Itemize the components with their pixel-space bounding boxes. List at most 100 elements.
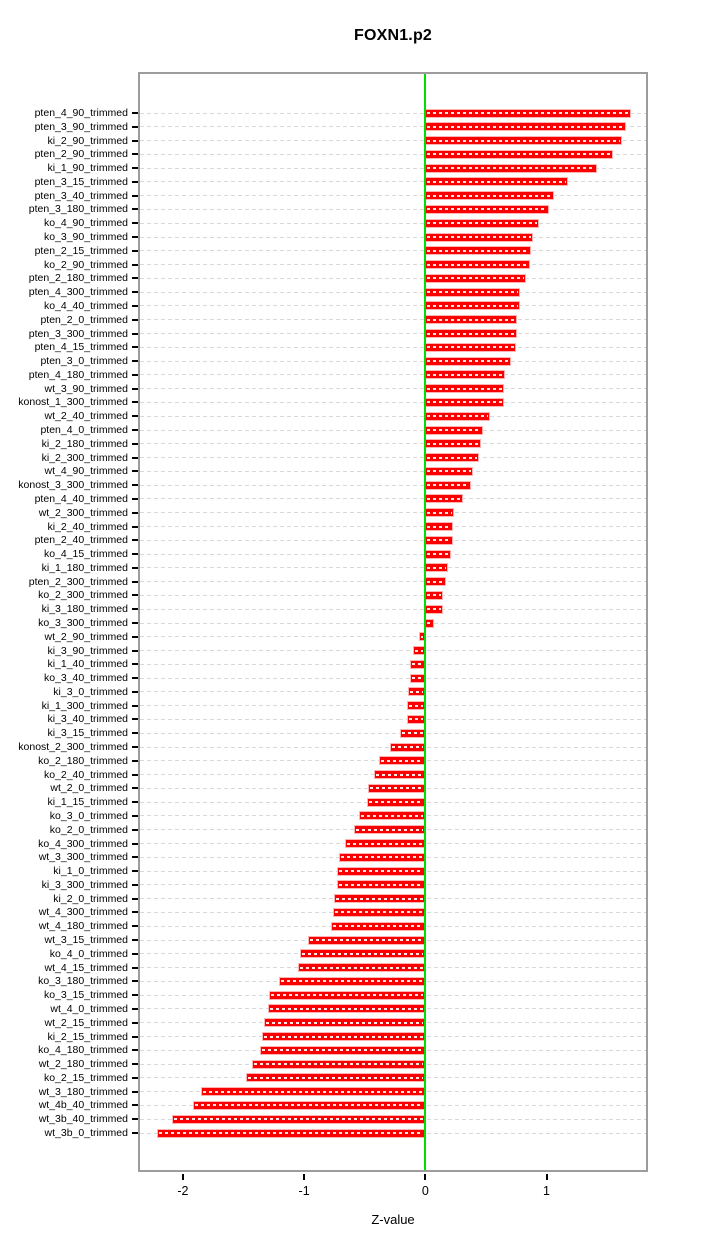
chart-title: FOXN1.p2 xyxy=(353,27,433,44)
y-axis-tick xyxy=(132,277,138,280)
category-label: konost_1_300_trimmed xyxy=(18,396,128,409)
gridline xyxy=(140,498,646,500)
gridline xyxy=(140,526,646,528)
bar-dash-pattern xyxy=(409,718,424,721)
y-axis-tick xyxy=(132,608,138,611)
y-axis-tick xyxy=(132,649,138,652)
y-axis-tick xyxy=(132,594,138,597)
category-label: wt_2_0_trimmed xyxy=(50,782,128,795)
x-tick-label: -1 xyxy=(298,1184,310,1198)
gridline xyxy=(140,691,646,693)
y-axis-tick xyxy=(132,332,138,335)
bar xyxy=(425,246,531,256)
category-label: ko_4_90_trimmed xyxy=(43,217,128,230)
category-label: pten_2_15_trimmed xyxy=(34,244,128,257)
y-axis-tick xyxy=(132,814,138,817)
bar xyxy=(425,232,534,242)
category-label: pten_2_180_trimmed xyxy=(28,272,128,285)
bar xyxy=(425,425,484,435)
bar-dash-pattern xyxy=(427,263,528,266)
bar xyxy=(425,480,472,490)
bar xyxy=(345,839,426,849)
bar xyxy=(425,466,473,476)
gridline xyxy=(140,705,646,707)
bar-dash-pattern xyxy=(335,911,424,914)
bar xyxy=(425,549,451,559)
y-axis-tick xyxy=(132,153,138,156)
category-label: pten_3_90_trimmed xyxy=(34,120,128,133)
y-axis-tick xyxy=(132,415,138,418)
y-axis-tick xyxy=(132,167,138,170)
bar-dash-pattern xyxy=(427,112,630,114)
y-axis-tick xyxy=(132,497,138,500)
bar-dash-pattern xyxy=(427,236,532,239)
category-label: ko_2_40_trimmed xyxy=(43,768,128,781)
y-axis-tick xyxy=(132,994,138,997)
category-label: wt_3_180_trimmed xyxy=(38,1085,128,1098)
bar-dash-pattern xyxy=(427,622,432,624)
bar xyxy=(300,949,426,959)
category-label: wt_2_180_trimmed xyxy=(38,1058,128,1071)
y-axis-tick xyxy=(132,622,138,624)
y-axis-tick xyxy=(132,180,138,183)
category-label: ki_2_0_trimmed xyxy=(53,892,128,905)
bar-dash-pattern xyxy=(360,814,424,817)
bar xyxy=(268,990,426,1000)
bar xyxy=(425,522,454,532)
y-axis-tick xyxy=(132,746,138,749)
y-axis-tick xyxy=(132,263,138,266)
bar xyxy=(336,880,426,890)
gridline xyxy=(140,195,646,197)
bar xyxy=(379,756,426,766)
category-label: wt_4_180_trimmed xyxy=(38,920,128,933)
bar xyxy=(264,1018,426,1028)
bar xyxy=(374,770,426,780)
y-axis-tick xyxy=(132,318,138,321)
category-label: pten_2_40_trimmed xyxy=(34,534,128,547)
bar-dash-pattern xyxy=(427,153,612,156)
bar xyxy=(334,894,426,904)
gridline xyxy=(140,718,646,720)
bar-dash-pattern xyxy=(427,484,470,487)
bar xyxy=(390,742,426,752)
bar xyxy=(425,370,506,380)
category-label: ki_2_180_trimmed xyxy=(41,437,128,450)
plot-area xyxy=(138,72,648,1172)
y-axis-tick xyxy=(132,856,138,859)
bar-dash-pattern xyxy=(427,194,552,197)
bar-dash-pattern xyxy=(392,746,424,749)
bar xyxy=(408,687,426,697)
bar-dash-pattern xyxy=(427,539,452,542)
bar-dash-pattern xyxy=(427,249,529,252)
bar-dash-pattern xyxy=(203,1090,424,1093)
category-label: wt_3b_0_trimmed xyxy=(44,1127,128,1140)
bar-dash-pattern xyxy=(253,1063,424,1066)
bar xyxy=(339,852,426,862)
category-label: ko_3_90_trimmed xyxy=(43,231,128,244)
category-label: ki_1_0_trimmed xyxy=(53,865,128,878)
category-label: ko_2_180_trimmed xyxy=(38,754,128,767)
bar xyxy=(192,1100,426,1110)
category-label: ki_1_15_trimmed xyxy=(47,796,128,809)
y-axis-tick xyxy=(132,525,138,528)
bar xyxy=(425,329,518,339)
bar-dash-pattern xyxy=(427,373,504,376)
y-axis-tick xyxy=(132,718,138,721)
y-axis-tick xyxy=(132,690,138,693)
bar-dash-pattern xyxy=(427,594,442,597)
bar-dash-pattern xyxy=(427,429,482,432)
bar-dash-pattern xyxy=(338,883,424,886)
category-label: ko_4_0_trimmed xyxy=(49,947,128,960)
bar xyxy=(330,921,426,931)
y-axis-tick xyxy=(132,401,138,404)
bar xyxy=(425,618,434,628)
bar-dash-pattern xyxy=(427,291,518,294)
bar-dash-pattern xyxy=(194,1104,424,1107)
y-axis-tick xyxy=(132,373,138,376)
y-axis-tick xyxy=(132,553,138,556)
bar-dash-pattern xyxy=(336,897,424,900)
category-label: pten_3_300_trimmed xyxy=(28,327,128,340)
y-axis-tick xyxy=(132,870,138,873)
category-label: ki_2_300_trimmed xyxy=(41,451,128,464)
bar-dash-pattern xyxy=(427,180,567,183)
